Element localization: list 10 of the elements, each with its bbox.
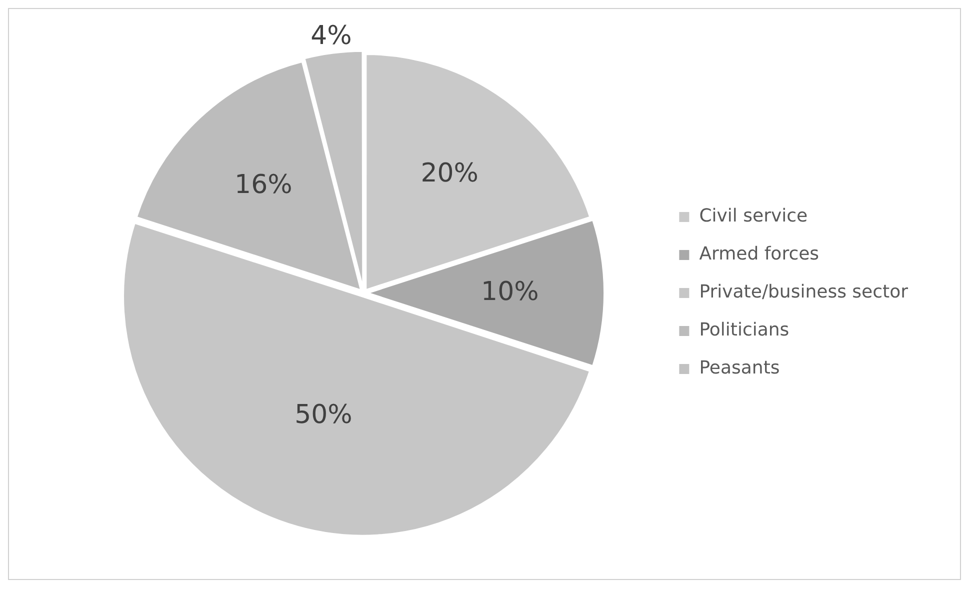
data-label: 50% xyxy=(294,400,352,430)
data-label: 4% xyxy=(310,20,352,51)
legend-label: Politicians xyxy=(699,320,790,341)
legend-label: Peasants xyxy=(699,358,780,379)
data-label: 20% xyxy=(420,158,478,188)
data-label: 10% xyxy=(481,276,539,307)
legend-label: Private/business sector xyxy=(699,282,909,303)
data-label: 16% xyxy=(234,170,292,200)
legend-label: Civil service xyxy=(699,206,808,227)
legend-label: Armed forces xyxy=(699,244,820,265)
